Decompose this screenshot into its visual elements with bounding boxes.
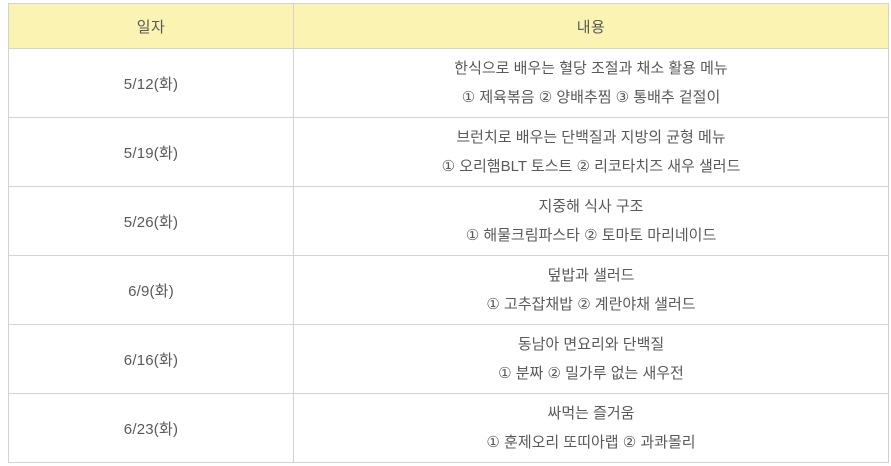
lesson-menu: ① 해물크림파스타 ② 토마토 마리네이드 [465, 227, 717, 244]
lesson-menu: ① 오리햄BLT 토스트 ② 리코타치즈 새우 샐러드 [441, 158, 741, 175]
date-text: 5/26(화) [123, 213, 179, 231]
date-cell: 5/19(화) [8, 117, 294, 187]
lesson-title: 싸먹는 즐거움 [547, 405, 635, 422]
date-cell: 6/23(화) [8, 393, 294, 463]
date-text: 6/23(화) [123, 420, 179, 438]
date-text: 6/16(화) [123, 351, 179, 369]
lesson-title: 지중해 식사 구조 [538, 198, 644, 215]
date-cell: 5/12(화) [8, 48, 294, 118]
content-cell: 싸먹는 즐거움 ① 훈제오리 또띠아랩 ② 과콰몰리 [293, 393, 889, 463]
content-cell: 동남아 면요리와 단백질 ① 분짜 ② 밀가루 없는 새우전 [293, 324, 889, 394]
table-row: 6/16(화) 동남아 면요리와 단백질 ① 분짜 ② 밀가루 없는 새우전 [8, 324, 889, 394]
date-text: 6/9(화) [128, 282, 174, 300]
cooking-class-schedule: 일자 내용 5/12(화) 한식으로 배우는 혈당 조절과 채소 활용 메뉴 ①… [8, 3, 889, 463]
lesson-title: 한식으로 배우는 혈당 조절과 채소 활용 메뉴 [454, 60, 728, 77]
content-cell: 브런치로 배우는 단백질과 지방의 균형 메뉴 ① 오리햄BLT 토스트 ② 리… [293, 117, 889, 187]
date-text: 5/19(화) [123, 144, 179, 162]
header-date: 일자 [8, 3, 294, 49]
lesson-menu: ① 제육볶음 ② 양배추찜 ③ 통배추 겉절이 [461, 89, 721, 106]
table-row: 5/26(화) 지중해 식사 구조 ① 해물크림파스타 ② 토마토 마리네이드 [8, 186, 889, 256]
table-row: 5/19(화) 브런치로 배우는 단백질과 지방의 균형 메뉴 ① 오리햄BLT… [8, 117, 889, 187]
schedule-table-header: 일자 내용 [8, 3, 889, 49]
table-row: 5/12(화) 한식으로 배우는 혈당 조절과 채소 활용 메뉴 ① 제육볶음 … [8, 48, 889, 118]
date-cell: 6/16(화) [8, 324, 294, 394]
date-cell: 5/26(화) [8, 186, 294, 256]
lesson-title: 덮밥과 샐러드 [547, 267, 635, 284]
date-cell: 6/9(화) [8, 255, 294, 325]
table-row: 6/9(화) 덮밥과 샐러드 ① 고추잡채밥 ② 계란야채 샐러드 [8, 255, 889, 325]
schedule-table-body: 5/12(화) 한식으로 배우는 혈당 조절과 채소 활용 메뉴 ① 제육볶음 … [8, 48, 889, 463]
lesson-menu: ① 훈제오리 또띠아랩 ② 과콰몰리 [486, 434, 696, 451]
lesson-title: 브런치로 배우는 단백질과 지방의 균형 메뉴 [456, 129, 726, 146]
schedule-table: 일자 내용 5/12(화) 한식으로 배우는 혈당 조절과 채소 활용 메뉴 ①… [8, 3, 889, 463]
content-cell: 한식으로 배우는 혈당 조절과 채소 활용 메뉴 ① 제육볶음 ② 양배추찜 ③… [293, 48, 889, 118]
lesson-menu: ① 분짜 ② 밀가루 없는 새우전 [498, 365, 684, 382]
content-cell: 덮밥과 샐러드 ① 고추잡채밥 ② 계란야채 샐러드 [293, 255, 889, 325]
header-row: 일자 내용 [8, 3, 889, 49]
date-text: 5/12(화) [123, 75, 179, 93]
header-content: 내용 [293, 3, 889, 49]
table-row: 6/23(화) 싸먹는 즐거움 ① 훈제오리 또띠아랩 ② 과콰몰리 [8, 393, 889, 463]
lesson-title: 동남아 면요리와 단백질 [517, 336, 665, 353]
lesson-menu: ① 고추잡채밥 ② 계란야채 샐러드 [486, 296, 696, 313]
content-cell: 지중해 식사 구조 ① 해물크림파스타 ② 토마토 마리네이드 [293, 186, 889, 256]
